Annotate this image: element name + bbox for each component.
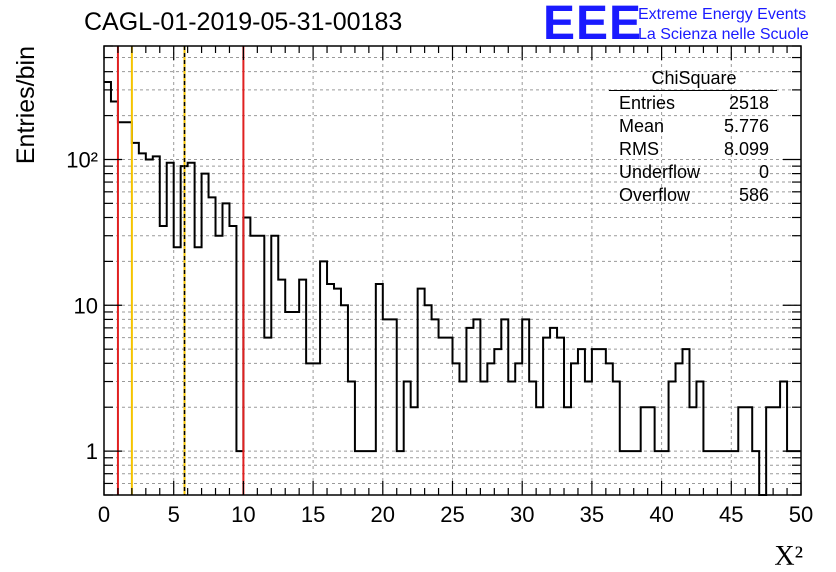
x-tick-label: 5: [168, 502, 180, 527]
x-tick-label: 20: [371, 502, 395, 527]
logo-tagline-2: La Scienza nelle Scuole: [638, 26, 809, 43]
stat-value: 586: [738, 185, 769, 205]
stat-value: 2518: [728, 93, 769, 113]
logo-mark: EEE: [543, 0, 643, 50]
x-axis-label: Χ²: [774, 541, 803, 572]
x-tick-label: 15: [301, 502, 325, 527]
stat-label: RMS: [619, 139, 659, 159]
x-tick-label: 50: [789, 502, 813, 527]
x-tick-label: 10: [231, 502, 255, 527]
x-tick-label: 45: [719, 502, 743, 527]
y-tick-label: 1: [86, 439, 98, 464]
stat-row-rms: RMS 8.099: [619, 139, 769, 161]
histogram-layer: [104, 80, 801, 496]
stat-row-entries: Entries 2518: [619, 93, 769, 115]
histogram-series: [104, 80, 801, 496]
x-tick-label: 40: [649, 502, 673, 527]
stat-row-mean: Mean 5.776: [619, 116, 769, 138]
stat-row-overflow: Overflow 586: [619, 185, 769, 207]
statistics-box: ChiSquare Entries 2518 Mean 5.776 RMS 8.…: [609, 66, 779, 210]
grid-layer: [104, 46, 801, 495]
stat-row-underflow: Underflow 0: [619, 162, 769, 184]
y-tick-label: 10²: [66, 147, 98, 172]
stats-divider: [609, 90, 777, 91]
x-tick-label: 30: [510, 502, 534, 527]
stat-value: 0: [758, 162, 769, 182]
stat-label: Overflow: [619, 185, 691, 205]
logo-tagline-1: Extreme Energy Events: [638, 6, 807, 23]
eee-logo: EEE Extreme Energy Events La Scienza nel…: [543, 0, 833, 50]
x-tick-label: 0: [98, 502, 110, 527]
x-tick-label: 35: [580, 502, 604, 527]
axes-layer: 0 5 10 15 20 25 30 35 40 45 50 1 10 10²: [66, 45, 813, 527]
stat-label: Underflow: [619, 162, 701, 182]
stats-title: ChiSquare: [651, 68, 737, 88]
stat-value: 5.776: [723, 116, 769, 136]
y-axis-label: Entries/bin: [12, 46, 40, 164]
stat-label: Entries: [619, 93, 676, 113]
x-tick-label: 25: [440, 502, 464, 527]
y-tick-label: 10: [74, 293, 98, 318]
stat-label: Mean: [619, 116, 665, 136]
reference-lines-layer: [116, 46, 245, 495]
page-title: CAGL-01-2019-05-31-00183: [84, 8, 403, 36]
stat-value: 8.099: [723, 139, 769, 159]
